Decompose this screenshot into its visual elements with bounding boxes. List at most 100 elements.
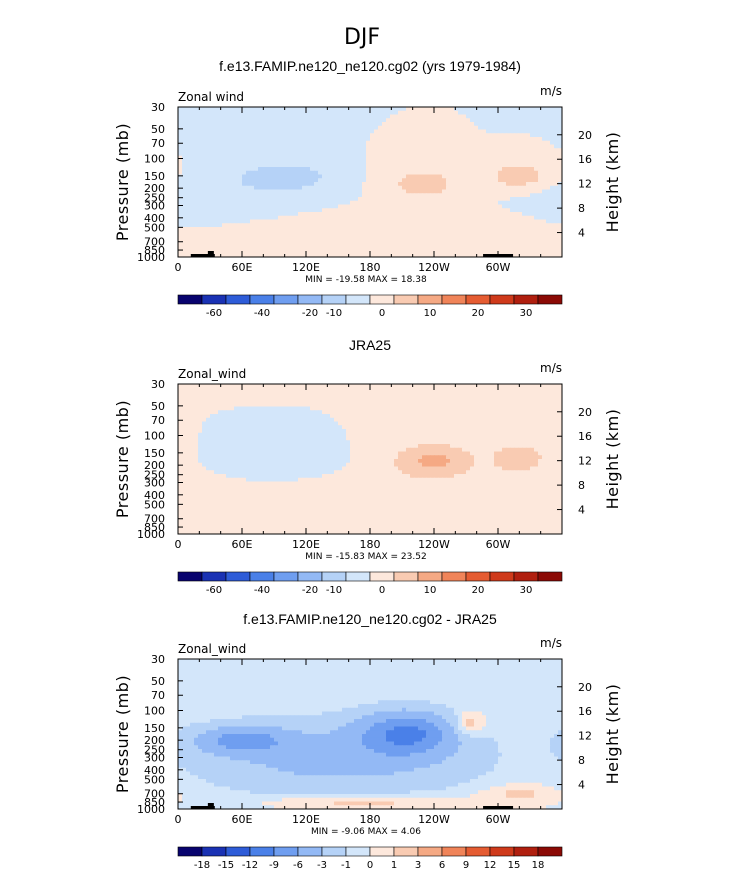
contour-cell xyxy=(298,133,303,137)
contour-cell xyxy=(534,171,539,175)
contour-cell xyxy=(282,410,287,414)
contour-cell xyxy=(290,246,295,250)
contour-cell xyxy=(334,126,339,130)
contour-cell xyxy=(186,201,191,205)
contour-cell xyxy=(446,126,451,130)
contour-cell xyxy=(354,145,359,149)
contour-cell xyxy=(194,220,199,224)
contour-cell xyxy=(314,163,319,167)
contour-cell xyxy=(242,414,247,418)
contour-cell xyxy=(426,193,431,197)
contour-cell xyxy=(418,126,423,130)
contour-cell xyxy=(330,115,335,119)
contour-cell xyxy=(190,399,195,403)
contour-cell xyxy=(290,115,295,119)
contour-cell xyxy=(350,242,355,246)
contour-cell xyxy=(506,126,511,130)
contour-cell xyxy=(458,205,463,209)
contour-cell xyxy=(358,118,363,122)
contour-cell xyxy=(430,395,435,399)
contour-cell xyxy=(526,216,531,220)
contour-cell xyxy=(490,384,495,388)
contour-cell xyxy=(334,220,339,224)
colorbar-swatch xyxy=(226,295,250,304)
contour-cell xyxy=(290,182,295,186)
contour-cell xyxy=(186,227,191,231)
contour-cell xyxy=(554,418,559,422)
contour-cell xyxy=(278,167,283,171)
contour-cell xyxy=(354,182,359,186)
contour-cell xyxy=(186,410,191,414)
contour-cell xyxy=(410,238,415,242)
contour-cell xyxy=(438,418,443,422)
contour-cell xyxy=(542,152,547,156)
contour-cell xyxy=(534,242,539,246)
contour-cell xyxy=(282,171,287,175)
contour-cell xyxy=(430,392,435,396)
contour-cell xyxy=(554,126,559,130)
contour-cell xyxy=(466,231,471,235)
contour-cell xyxy=(522,395,527,399)
contour-cell xyxy=(538,186,543,190)
contour-cell xyxy=(514,384,519,388)
contour-cell xyxy=(466,422,471,426)
contour-cell xyxy=(422,193,427,197)
contour-cell xyxy=(254,141,259,145)
contour-cell xyxy=(546,190,551,194)
contour-cell xyxy=(218,126,223,130)
contour-cell xyxy=(186,403,191,407)
contour-cell xyxy=(206,231,211,235)
contour-cell xyxy=(214,422,219,426)
contour-cell xyxy=(530,160,535,164)
contour-cell xyxy=(546,156,551,160)
contour-cell xyxy=(214,167,219,171)
contour-cell xyxy=(206,246,211,250)
contour-cell xyxy=(394,220,399,224)
contour-cell xyxy=(286,193,291,197)
contour-cell xyxy=(246,388,251,392)
contour-cell xyxy=(254,205,259,209)
contour-cell xyxy=(542,403,547,407)
contour-cell xyxy=(534,395,539,399)
contour-cell xyxy=(238,201,243,205)
contour-cell xyxy=(450,422,455,426)
contour-cell xyxy=(522,111,527,115)
contour-cell xyxy=(498,242,503,246)
contour-cell xyxy=(342,242,347,246)
contour-cell xyxy=(514,414,519,418)
contour-cell xyxy=(522,414,527,418)
contour-cell xyxy=(438,167,443,171)
contour-cell xyxy=(466,201,471,205)
contour-cell xyxy=(466,182,471,186)
contour-cell xyxy=(370,126,375,130)
contour-cell xyxy=(270,227,275,231)
contour-cell xyxy=(502,163,507,167)
contour-cell xyxy=(462,227,467,231)
contour-cell xyxy=(194,216,199,220)
contour-cell xyxy=(342,220,347,224)
contour-cell xyxy=(354,205,359,209)
contour-cell xyxy=(290,190,295,194)
contour-cell xyxy=(554,403,559,407)
contour-cell xyxy=(474,212,479,216)
contour-cell xyxy=(530,250,535,254)
contour-cell xyxy=(350,193,355,197)
contour-cell xyxy=(314,115,319,119)
contour-cell xyxy=(418,212,423,216)
contour-cell xyxy=(306,384,311,388)
contour-cell xyxy=(318,384,323,388)
contour-cell xyxy=(530,223,535,227)
contour-cell xyxy=(218,130,223,134)
contour-cell xyxy=(498,122,503,126)
contour-cell xyxy=(362,175,367,179)
contour-cell xyxy=(194,242,199,246)
contour-cell xyxy=(538,242,543,246)
contour-cell xyxy=(458,418,463,422)
contour-cell xyxy=(554,223,559,227)
contour-cell xyxy=(306,175,311,179)
contour-cell xyxy=(270,107,275,111)
contour-cell xyxy=(550,152,555,156)
contour-cell xyxy=(538,152,543,156)
contour-cell xyxy=(278,414,283,418)
contour-cell xyxy=(426,133,431,137)
